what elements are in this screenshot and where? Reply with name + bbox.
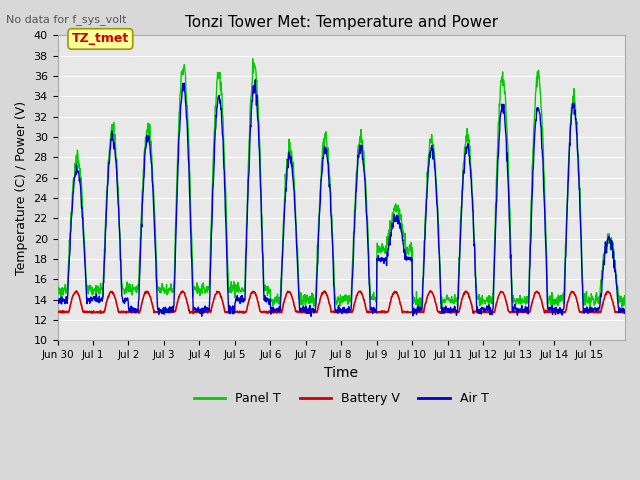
X-axis label: Time: Time — [324, 366, 358, 380]
Legend: Panel T, Battery V, Air T: Panel T, Battery V, Air T — [189, 387, 493, 410]
Text: TZ_tmet: TZ_tmet — [72, 33, 129, 46]
Title: Tonzi Tower Met: Temperature and Power: Tonzi Tower Met: Temperature and Power — [185, 15, 498, 30]
Text: No data for f_sys_volt: No data for f_sys_volt — [6, 14, 127, 25]
Y-axis label: Temperature (C) / Power (V): Temperature (C) / Power (V) — [15, 101, 28, 275]
